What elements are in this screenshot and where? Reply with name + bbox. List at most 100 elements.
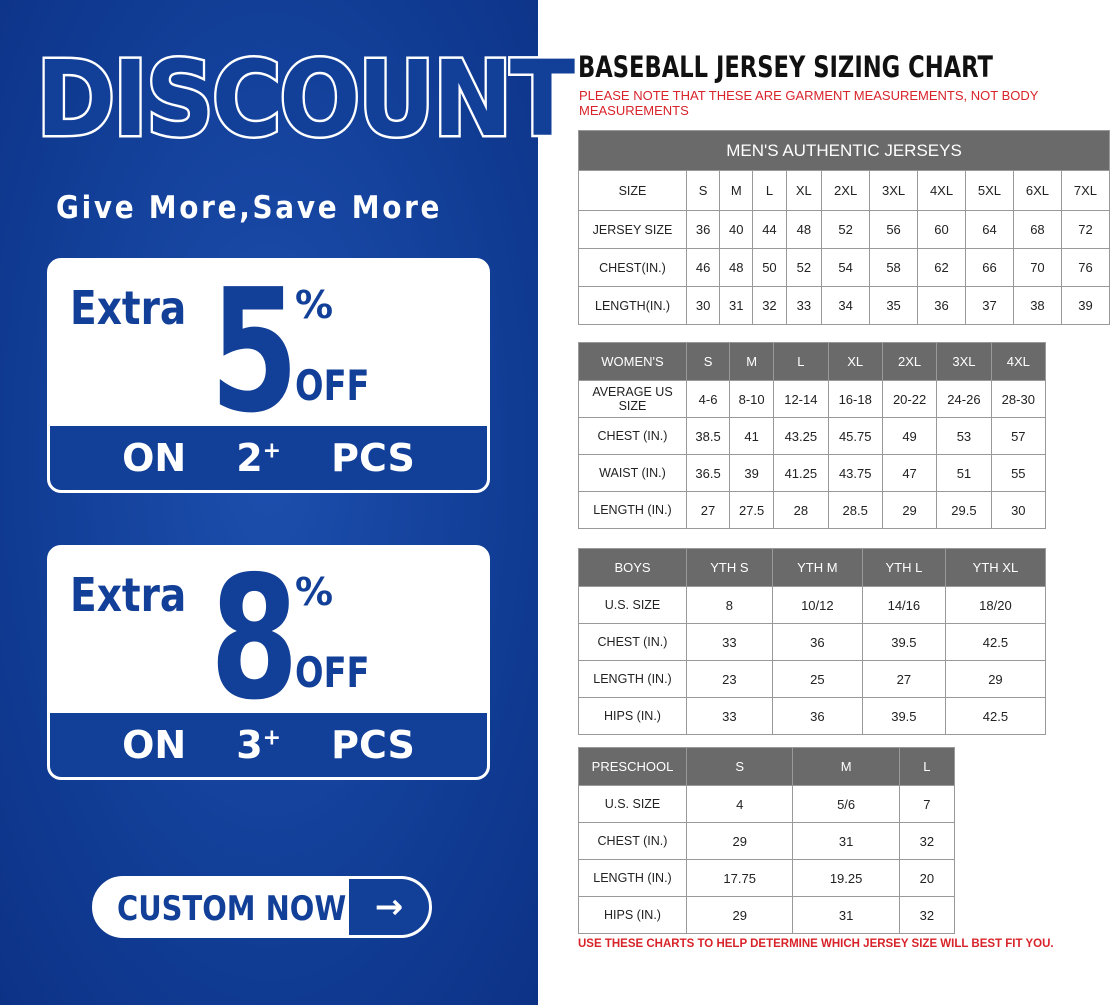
offer-card-8-percent: Extra 8 % OFF ON 3+ PCS (47, 545, 490, 780)
column-header: S (685, 170, 721, 211)
row-label: U.S. SIZE (578, 586, 687, 624)
row-label: HIPS (IN.) (578, 697, 687, 735)
table-cell: 17.75 (685, 859, 794, 897)
table-header-row: SIZE S M L XL 2XL 3XL 4XL 5XL 6XL 7XL (578, 170, 1111, 211)
table-cell: 64 (965, 210, 1014, 249)
custom-now-label: CUSTOM NOW (117, 889, 347, 929)
table-cell: 46 (685, 248, 721, 287)
table-cell: 4-6 (685, 380, 731, 418)
footer-note: USE THESE CHARTS TO HELP DETERMINE WHICH… (578, 938, 1054, 950)
garment-note: PLEASE NOTE THAT THESE ARE GARMENT MEASU… (579, 88, 1039, 118)
table-row: U.S. SIZE 8 10/12 14/16 18/20 (578, 586, 1047, 624)
chart-title: BASEBALL JERSEY SIZING CHART (578, 50, 993, 84)
table-cell: 32 (898, 822, 956, 860)
table-cell: 36 (771, 697, 863, 735)
table-cell: 32 (898, 896, 956, 934)
table-cell: 50 (752, 248, 787, 287)
table-cell: 57 (990, 417, 1047, 455)
row-label: CHEST (IN.) (578, 623, 687, 661)
table-cell: 10/12 (771, 586, 863, 624)
table-cell: 66 (965, 248, 1014, 287)
table-cell: 52 (785, 248, 823, 287)
row-label: CHEST (IN.) (578, 822, 687, 860)
row-label: WAIST (IN.) (578, 454, 687, 492)
table-cell: 43.25 (773, 417, 829, 455)
table-cell: 28 (773, 491, 829, 529)
table-cell: 44 (752, 210, 787, 249)
table-row: CHEST (IN.) 38.5 41 43.25 45.75 49 53 57 (578, 417, 1047, 455)
column-header: PRESCHOOL (578, 747, 687, 786)
table-cell: 62 (917, 248, 966, 287)
table-cell: 49 (881, 417, 938, 455)
table-cell: 39.5 (861, 697, 946, 735)
table-cell: 7 (898, 785, 956, 823)
table-cell: 28-30 (990, 380, 1047, 418)
table-cell: 47 (881, 454, 938, 492)
table-row: LENGTH (IN.) 27 27.5 28 28.5 29 29.5 30 (578, 491, 1047, 529)
custom-now-button[interactable]: CUSTOM NOW → (92, 876, 432, 938)
row-label: CHEST(IN.) (578, 248, 687, 287)
column-header: L (898, 747, 956, 786)
column-header: M (792, 747, 900, 786)
table-cell: 29 (881, 491, 938, 529)
column-header: 3XL (869, 170, 919, 211)
offer-band: ON 3+ PCS (50, 713, 487, 777)
offer-pcs: PCS (331, 436, 415, 480)
table-cell: 31 (719, 286, 754, 325)
table-cell: 35 (869, 286, 919, 325)
table-row: HIPS (IN.) 29 31 32 (578, 896, 956, 934)
table-cell: 25 (771, 660, 863, 698)
qty-number: 2 (236, 436, 263, 480)
table-row: WAIST (IN.) 36.5 39 41.25 43.75 47 51 55 (578, 454, 1047, 492)
percent-sign: % (295, 283, 334, 327)
column-header: 2XL (881, 342, 938, 381)
column-header: YTH S (686, 548, 773, 587)
table-cell: 29.5 (936, 491, 992, 529)
column-header: YTH XL (944, 548, 1047, 587)
table-cell: 43.75 (827, 454, 883, 492)
table-cell: 24-26 (936, 380, 992, 418)
table-cell: 27 (861, 660, 946, 698)
table-row: LENGTH (IN.) 17.75 19.25 20 (578, 859, 956, 897)
column-header: YTH L (861, 548, 946, 587)
promo-panel: DISCOUNT Give More,Save More Extra 5 % O… (0, 0, 578, 1005)
qty-number: 3 (236, 723, 263, 767)
table-row: CHEST(IN.) 46 48 50 52 54 58 62 66 70 76 (578, 248, 1111, 287)
table-cell: 4 (685, 785, 794, 823)
table-cell: 39 (1060, 286, 1111, 325)
table-cell: 30 (990, 491, 1047, 529)
table-header-row: PRESCHOOL S M L (578, 747, 956, 786)
table-cell: 32 (752, 286, 787, 325)
qty-plus: + (262, 438, 282, 464)
table-cell: 20-22 (881, 380, 938, 418)
table-cell: 48 (719, 248, 754, 287)
offer-pcs: PCS (331, 723, 415, 767)
discount-headline: DISCOUNT (34, 36, 578, 163)
offer-extra: Extra (70, 568, 187, 622)
offer-qty: 2+ (236, 436, 281, 480)
table-cell: 53 (936, 417, 992, 455)
row-label: U.S. SIZE (578, 785, 687, 823)
table-cell: 38.5 (685, 417, 731, 455)
offer-card-5-percent: Extra 5 % OFF ON 2+ PCS (47, 258, 490, 493)
table-cell: 18/20 (944, 586, 1047, 624)
table-row: LENGTH(IN.) 30 31 32 33 34 35 36 37 38 39 (578, 286, 1111, 325)
offer-percent: 5 (210, 258, 299, 451)
table-cell: 41 (729, 417, 775, 455)
table-header-row: BOYS YTH S YTH M YTH L YTH XL (578, 548, 1047, 587)
column-header: M (719, 170, 754, 211)
table-cell: 19.25 (792, 859, 900, 897)
table-cell: 70 (1012, 248, 1062, 287)
column-header: XL (785, 170, 823, 211)
column-header: 5XL (965, 170, 1014, 211)
row-label: CHEST (IN.) (578, 417, 687, 455)
boys-size-table: BOYS YTH S YTH M YTH L YTH XL U.S. SIZE 8 10/12… (578, 548, 1047, 735)
offer-percent: 8 (210, 545, 299, 738)
column-header: 4XL (917, 170, 966, 211)
row-label: LENGTH (IN.) (578, 491, 687, 529)
table-cell: 28.5 (827, 491, 883, 529)
table-row: U.S. SIZE 4 5/6 7 (578, 785, 956, 823)
table-cell: 45.75 (827, 417, 883, 455)
offer-extra: Extra (70, 281, 187, 335)
column-header: BOYS (578, 548, 687, 587)
